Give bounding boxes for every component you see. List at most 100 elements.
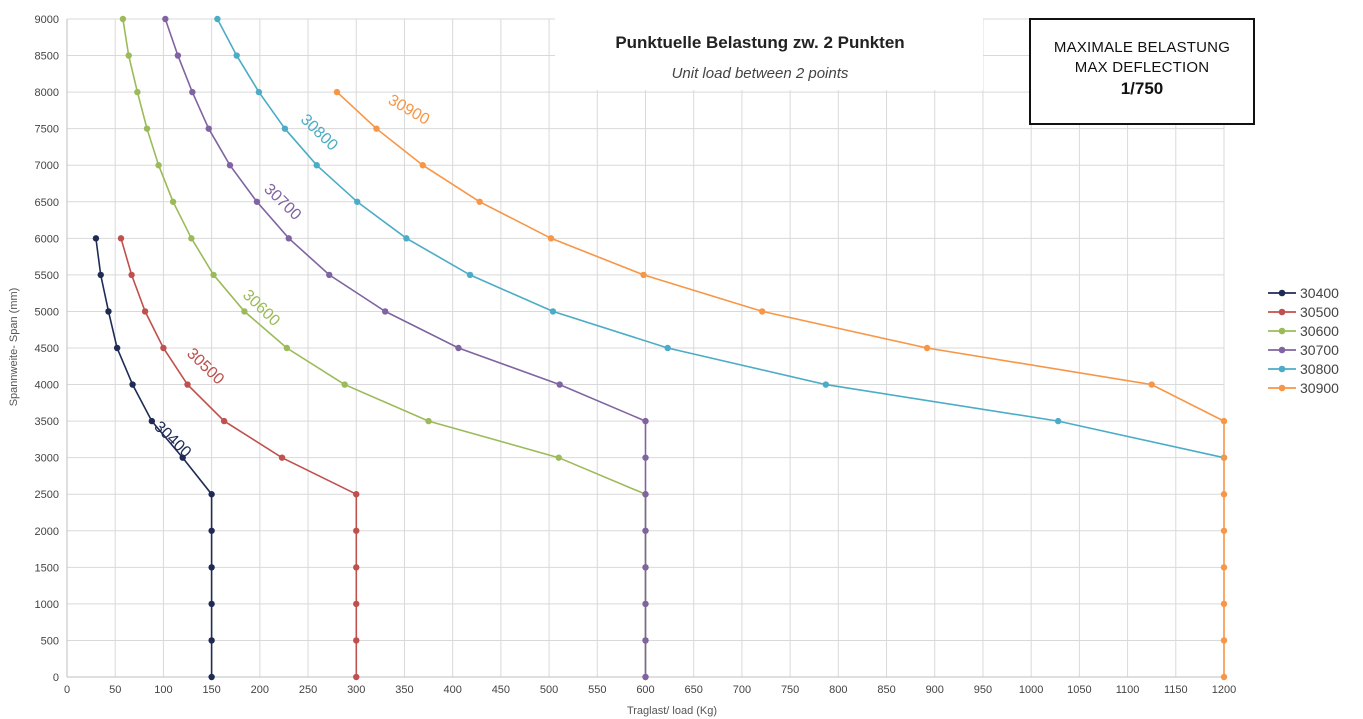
legend-item-30400: 30400 <box>1268 285 1339 301</box>
data-point-30700 <box>556 381 563 388</box>
legend-label: 30800 <box>1300 361 1339 377</box>
data-point-30500 <box>128 271 135 279</box>
data-point-30700 <box>285 235 292 242</box>
data-point-30700 <box>205 125 212 132</box>
series-30900 <box>333 88 1228 681</box>
x-tick-label: 550 <box>588 684 606 696</box>
legend-item-30700: 30700 <box>1268 342 1339 358</box>
y-tick-label: 2500 <box>35 489 59 501</box>
data-point-30900 <box>1220 491 1228 498</box>
legend-label: 30400 <box>1300 285 1339 301</box>
data-point-30500 <box>353 564 360 571</box>
data-point-30700 <box>455 344 462 352</box>
legend-label: 30600 <box>1300 323 1339 339</box>
x-tick-label: 0 <box>64 684 70 696</box>
data-point-30700 <box>642 454 649 461</box>
legend-swatch-marker <box>1278 308 1286 316</box>
data-point-30700 <box>174 52 182 59</box>
data-point-30600 <box>555 454 562 461</box>
data-point-30700 <box>642 491 649 498</box>
data-point-30900 <box>333 88 341 96</box>
x-tick-label: 800 <box>829 684 847 696</box>
data-point-30700 <box>642 417 649 425</box>
x-tick-label: 1000 <box>1019 684 1043 696</box>
data-point-30900 <box>1220 637 1228 644</box>
data-point-30600 <box>143 125 151 132</box>
data-point-30900 <box>419 162 426 169</box>
data-point-30600 <box>155 162 162 169</box>
data-point-30500 <box>117 235 125 242</box>
x-tick-label: 850 <box>877 684 895 696</box>
info-line-max-load: MAXIMALE BELASTUNG <box>1053 39 1231 56</box>
data-point-30900 <box>640 271 647 279</box>
legend-label: 30700 <box>1300 342 1339 358</box>
y-tick-label: 3500 <box>35 416 59 428</box>
legend-swatch-marker <box>1278 365 1286 373</box>
data-point-30700 <box>642 564 649 571</box>
data-point-30700 <box>189 88 196 96</box>
x-tick-label: 1200 <box>1212 684 1236 696</box>
data-point-30800 <box>549 308 557 315</box>
data-point-30700 <box>642 637 649 644</box>
series-annotation-30400: 30400 <box>150 418 194 461</box>
y-tick-label: 500 <box>41 635 59 647</box>
data-point-30400 <box>92 235 100 242</box>
title-background <box>555 14 983 90</box>
legend-item-30500: 30500 <box>1268 304 1339 320</box>
legend-item-30800: 30800 <box>1268 361 1339 377</box>
y-axis-title: Spannweite- Span (mm) <box>8 288 20 407</box>
legend-label: 30900 <box>1300 380 1339 396</box>
legend-item-30900: 30900 <box>1268 380 1339 396</box>
data-point-30400 <box>208 637 215 644</box>
series-layer <box>92 15 1228 681</box>
data-point-30700 <box>162 15 169 23</box>
y-tick-label: 8000 <box>35 87 59 99</box>
data-point-30900 <box>476 198 483 205</box>
y-tick-label: 3000 <box>35 453 59 465</box>
data-point-30600 <box>341 381 348 388</box>
data-point-30600 <box>210 271 217 279</box>
data-point-30900 <box>758 308 766 315</box>
data-point-30400 <box>179 454 186 461</box>
data-point-30800 <box>233 52 240 59</box>
series-30800 <box>214 15 1228 461</box>
data-point-30900 <box>1220 527 1228 534</box>
data-point-30400 <box>113 344 121 352</box>
data-point-30800 <box>255 88 263 96</box>
data-point-30800 <box>281 125 289 132</box>
x-tick-label: 400 <box>443 684 461 696</box>
data-point-30500 <box>184 381 191 388</box>
deflection-info-box: MAXIMALE BELASTUNG MAX DEFLECTION 1/750 <box>1029 18 1255 125</box>
info-line-ratio: 1/750 <box>1120 79 1164 98</box>
data-point-30900 <box>1148 381 1155 388</box>
data-point-30800 <box>1054 417 1062 425</box>
data-point-30600 <box>169 198 177 205</box>
legend-label: 30500 <box>1300 304 1339 320</box>
data-point-30900 <box>547 235 555 242</box>
data-point-30900 <box>1220 600 1228 608</box>
x-tick-label: 350 <box>395 684 413 696</box>
x-tick-label: 200 <box>251 684 269 696</box>
y-tick-label: 4000 <box>35 380 59 392</box>
x-tick-label: 1100 <box>1116 684 1140 696</box>
data-point-30600 <box>283 344 291 352</box>
x-tick-label: 100 <box>154 684 172 696</box>
y-tick-label: 1000 <box>35 599 59 611</box>
y-tick-label: 7500 <box>35 124 59 136</box>
x-tick-label: 250 <box>299 684 317 696</box>
chart-subtitle: Unit load between 2 points <box>672 65 849 82</box>
x-tick-label: 450 <box>492 684 510 696</box>
data-point-30500 <box>353 637 360 644</box>
y-tick-label: 6000 <box>35 233 59 245</box>
x-tick-label: 1050 <box>1067 684 1091 696</box>
y-tick-label: 4500 <box>35 343 59 355</box>
data-point-30700 <box>642 600 649 608</box>
y-tick-label: 1500 <box>35 562 59 574</box>
series-annotation-30500: 30500 <box>183 345 227 388</box>
x-axis-title: Traglast/ load (Kg) <box>627 705 717 717</box>
data-point-30800 <box>403 235 410 242</box>
data-point-30400 <box>129 381 136 388</box>
legend-swatch-marker <box>1278 346 1286 354</box>
y-tick-label: 5000 <box>35 306 59 318</box>
